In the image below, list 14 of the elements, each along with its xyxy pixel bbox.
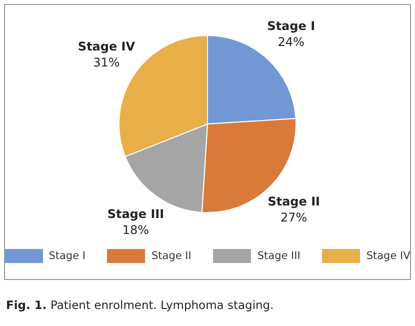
legend-label: Stage IV	[366, 250, 410, 262]
data-label: 24%	[278, 35, 304, 50]
slice-label: Stage I	[267, 19, 316, 34]
data-label: 27%	[280, 210, 308, 224]
slice-label: Stage II	[268, 194, 320, 208]
text: Patient enrolment. Lymphoma staging.	[50, 298, 274, 312]
slice-label: Stage IV	[78, 39, 136, 54]
legend-label: Stage II	[151, 250, 192, 262]
slice-label: Stage III	[107, 206, 164, 221]
legend-label: Stage I	[48, 250, 86, 262]
data-label: 31%	[93, 55, 120, 70]
legend-label: Stage III	[257, 250, 300, 262]
data-label: 18%	[122, 222, 150, 237]
caption: Fig. 1.	[6, 298, 47, 312]
